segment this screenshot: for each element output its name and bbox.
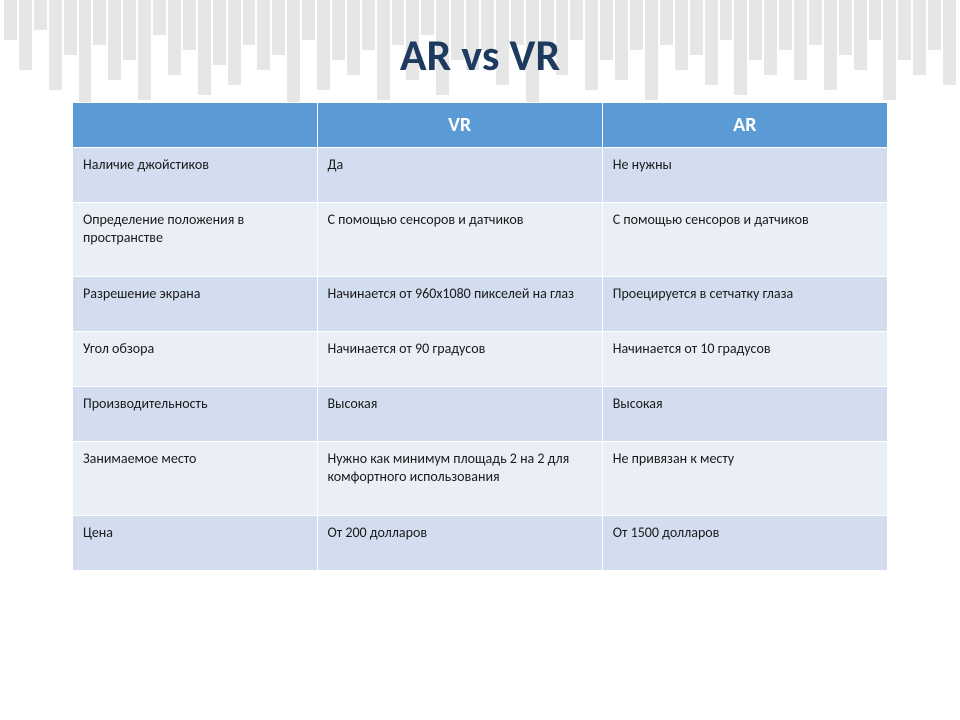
table-row: Определение положения в пространствеС по… bbox=[73, 203, 888, 276]
table-cell: С помощью сенсоров и датчиков bbox=[317, 203, 602, 276]
table-cell: От 1500 долларов bbox=[602, 515, 887, 570]
table-cell: Не привязан к месту bbox=[602, 442, 887, 515]
table-header-cell bbox=[73, 103, 318, 148]
table-cell: Разрешение экрана bbox=[73, 276, 318, 331]
table-cell: Производительность bbox=[73, 386, 318, 441]
table-cell: Начинается от 960х1080 пикселей на глаз bbox=[317, 276, 602, 331]
table-body: Наличие джойстиковДаНе нужныОпределение … bbox=[73, 148, 888, 571]
table-row: Наличие джойстиковДаНе нужны bbox=[73, 148, 888, 203]
table-row: ЦенаОт 200 долларовОт 1500 долларов bbox=[73, 515, 888, 570]
table-row: Разрешение экранаНачинается от 960х1080 … bbox=[73, 276, 888, 331]
table-cell: Да bbox=[317, 148, 602, 203]
table-row: Угол обзораНачинается от 90 градусовНачи… bbox=[73, 331, 888, 386]
table-cell: Наличие джойстиков bbox=[73, 148, 318, 203]
table-cell: Занимаемое место bbox=[73, 442, 318, 515]
comparison-table-container: VR AR Наличие джойстиковДаНе нужныОпреде… bbox=[0, 102, 960, 571]
table-cell: Высокая bbox=[317, 386, 602, 441]
table-cell: Начинается от 10 градусов bbox=[602, 331, 887, 386]
table-cell: Проецируется в сетчатку глаза bbox=[602, 276, 887, 331]
table-header-cell: VR bbox=[317, 103, 602, 148]
table-header-cell: AR bbox=[602, 103, 887, 148]
table-cell: Начинается от 90 градусов bbox=[317, 331, 602, 386]
table-cell: От 200 долларов bbox=[317, 515, 602, 570]
table-cell: Угол обзора bbox=[73, 331, 318, 386]
comparison-table: VR AR Наличие джойстиковДаНе нужныОпреде… bbox=[72, 102, 888, 571]
table-cell: Определение положения в пространстве bbox=[73, 203, 318, 276]
table-header-row: VR AR bbox=[73, 103, 888, 148]
table-row: Занимаемое местоНужно как минимум площад… bbox=[73, 442, 888, 515]
table-cell: С помощью сенсоров и датчиков bbox=[602, 203, 887, 276]
page-title: AR vs VR bbox=[0, 0, 960, 102]
table-cell: Не нужны bbox=[602, 148, 887, 203]
table-cell: Высокая bbox=[602, 386, 887, 441]
table-row: ПроизводительностьВысокаяВысокая bbox=[73, 386, 888, 441]
table-cell: Цена bbox=[73, 515, 318, 570]
table-cell: Нужно как минимум площадь 2 на 2 для ком… bbox=[317, 442, 602, 515]
